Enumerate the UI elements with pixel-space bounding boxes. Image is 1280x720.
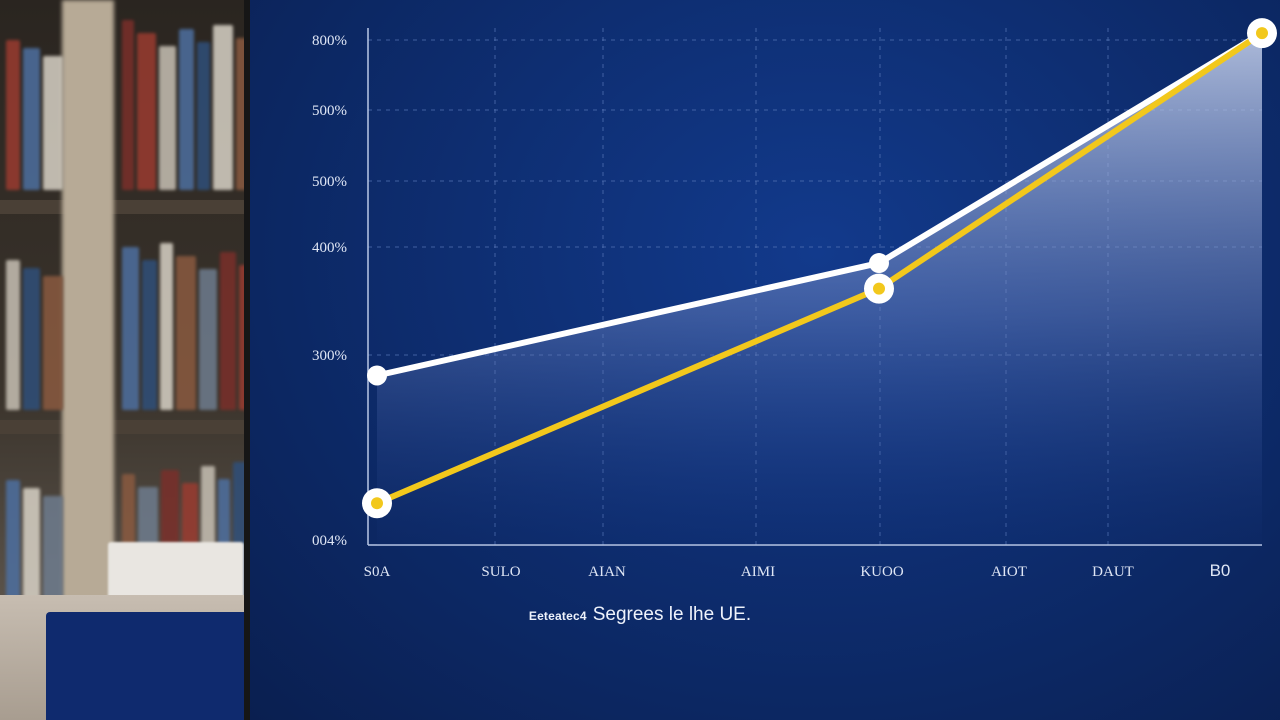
background-bookshelf xyxy=(0,0,260,720)
y-tick-label: 300% xyxy=(312,348,347,364)
y-axis-ticks: 004% 300% 400% 500% 500% 800% xyxy=(312,33,347,549)
book xyxy=(220,252,236,410)
y-tick-label: 400% xyxy=(312,240,347,256)
y-tick-label: 500% xyxy=(312,174,347,190)
chart-points xyxy=(362,18,1277,519)
book xyxy=(23,488,40,630)
book xyxy=(43,56,63,190)
book xyxy=(160,243,173,410)
chart-area xyxy=(377,33,1262,546)
background-paper xyxy=(108,542,244,604)
caption-text: Segrees le lhe UE. xyxy=(592,604,752,625)
data-point-series-1 xyxy=(367,365,387,386)
data-point-center-series-2 xyxy=(1256,27,1268,40)
book xyxy=(6,480,20,630)
book xyxy=(23,48,40,190)
book xyxy=(6,260,20,410)
caption-prefix: Eeteatec4 xyxy=(528,609,587,623)
book xyxy=(122,20,134,190)
x-tick-label: KUOO xyxy=(860,564,903,580)
book xyxy=(142,260,157,410)
x-tick-label: AIOT xyxy=(991,564,1027,580)
data-point-center-series-2 xyxy=(371,497,383,510)
y-tick-label: 500% xyxy=(312,103,347,119)
x-tick-label: S0A xyxy=(364,564,391,580)
book xyxy=(137,33,156,190)
y-tick-label: 800% xyxy=(312,33,347,49)
x-tick-label: AIAN xyxy=(588,564,626,580)
x-tick-label: AIMI xyxy=(741,564,775,580)
data-point-series-1 xyxy=(869,253,889,274)
book xyxy=(199,269,217,410)
book xyxy=(179,29,194,190)
book xyxy=(122,247,139,410)
book xyxy=(197,42,210,190)
x-tick-label: SULO xyxy=(481,564,520,580)
book xyxy=(176,256,196,410)
x-axis-ticks: S0A SULO AIAN AIMI KUOO AIOT DAUT B0 xyxy=(364,561,1231,580)
book xyxy=(213,25,233,190)
background-laptop xyxy=(46,612,256,720)
x-tick-label: DAUT xyxy=(1092,564,1134,580)
book xyxy=(43,276,63,410)
book xyxy=(6,40,20,190)
book xyxy=(23,268,40,410)
chart-caption: Eeteatec4 Segrees le lhe UE. xyxy=(0,604,1280,626)
book xyxy=(159,46,176,190)
data-point-center-series-2 xyxy=(873,282,885,295)
series-1-area xyxy=(377,33,1262,546)
x-tick-label: B0 xyxy=(1210,561,1231,580)
y-tick-label: 004% xyxy=(312,533,347,549)
